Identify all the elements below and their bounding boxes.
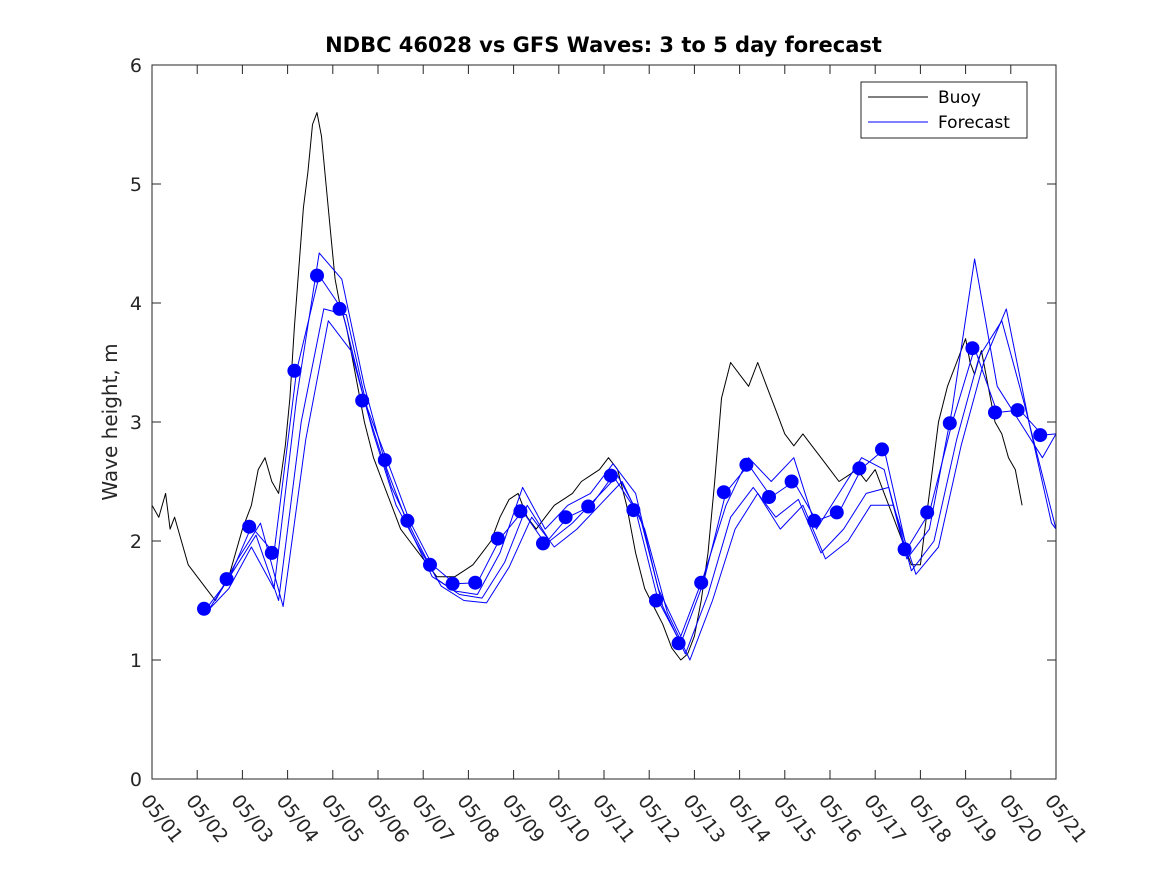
- forecast-point: [784, 474, 799, 489]
- forecast-point: [490, 531, 505, 546]
- forecast-point: [603, 468, 618, 483]
- legend: Buoy Forecast: [860, 81, 1028, 139]
- y-tick-label: 2: [130, 531, 142, 553]
- forecast-markers-layer: [197, 268, 1048, 651]
- forecast-point: [694, 575, 709, 590]
- forecast-point: [807, 513, 822, 528]
- forecast-point: [626, 503, 641, 518]
- forecast-point: [468, 575, 483, 590]
- plot-area: [152, 65, 1056, 779]
- forecast-point: [920, 505, 935, 520]
- forecast-point: [581, 499, 596, 514]
- forecast-point: [1033, 428, 1048, 443]
- forecast-series-line-3: [210, 308, 1057, 655]
- forecast-point: [377, 453, 392, 468]
- y-tick-label: 5: [130, 174, 142, 196]
- forecast-point: [264, 545, 279, 560]
- y-tick-label: 1: [130, 650, 142, 672]
- y-axis-label: Wave height, m: [98, 343, 122, 500]
- forecast-point: [332, 301, 347, 316]
- forecast-point: [762, 490, 776, 504]
- forecast-point: [513, 504, 528, 519]
- buoy-series-line: [151, 112, 1023, 661]
- forecast-point: [310, 268, 324, 283]
- buoy-series-layer: [151, 112, 1023, 661]
- forecast-point: [400, 513, 415, 528]
- forecast-point: [242, 519, 257, 534]
- forecast-series-line-2: [205, 252, 1057, 637]
- forecast-point: [219, 572, 234, 587]
- forecast-point: [965, 341, 980, 356]
- forecast-point: [988, 405, 1002, 420]
- forecast-point: [355, 393, 370, 408]
- chart-title: NDBC 46028 vs GFS Waves: 3 to 5 day fore…: [325, 33, 882, 57]
- y-tick-label: 6: [130, 55, 142, 77]
- forecast-point: [649, 593, 663, 608]
- legend-forecast-label: Forecast: [938, 113, 1010, 133]
- y-tick-label: 4: [130, 293, 142, 315]
- y-axis: 0 1 2 3 4 5 6: [130, 55, 1056, 791]
- y-tick-label: 0: [130, 769, 142, 791]
- forecast-point: [1010, 403, 1025, 418]
- forecast-point: [829, 505, 844, 520]
- forecast-point: [671, 636, 686, 651]
- forecast-point: [739, 457, 754, 472]
- forecast-point: [852, 461, 867, 476]
- forecast-point: [445, 576, 460, 591]
- forecast-series-line-4: [214, 308, 1057, 661]
- legend-box: [860, 81, 1028, 139]
- forecast-point: [287, 363, 302, 378]
- forecast-series-layer: [205, 252, 1057, 661]
- forecast-point: [897, 542, 912, 557]
- forecast-point: [423, 557, 437, 572]
- forecast-point: [875, 442, 889, 457]
- forecast-point: [942, 416, 957, 431]
- forecast-point: [716, 485, 731, 500]
- forecast-point: [536, 536, 550, 551]
- forecast-point: [197, 601, 211, 616]
- forecast-point: [558, 510, 573, 525]
- legend-buoy-label: Buoy: [938, 88, 981, 108]
- y-tick-label: 3: [130, 412, 142, 434]
